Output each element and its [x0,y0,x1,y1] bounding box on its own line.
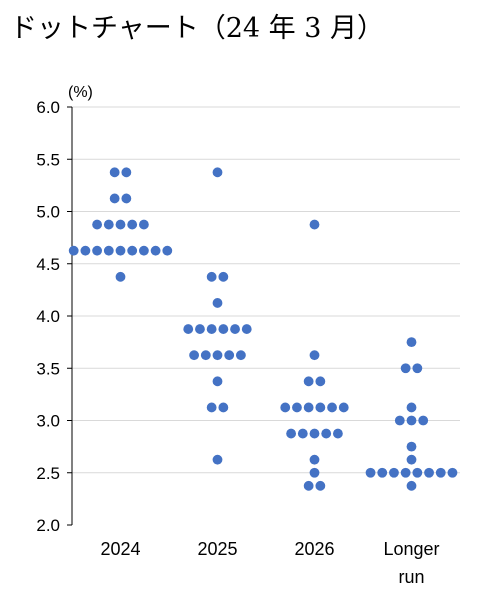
dot [195,324,205,334]
dot [400,363,411,374]
dot [115,271,126,282]
dot [230,324,240,334]
dot [127,219,138,230]
dot [212,376,223,387]
category-label: Longer [383,539,439,559]
dot [286,428,296,439]
dot [109,167,120,178]
category-label: 2024 [100,539,140,559]
dot [280,402,291,413]
dot [333,428,343,439]
dot [92,245,102,256]
dot [212,454,223,465]
dot [115,219,126,230]
dot [309,219,320,230]
dot [303,402,314,413]
dot [315,402,326,413]
category-label: run [398,567,424,587]
dot [406,454,417,465]
dot [236,350,246,361]
y-tick-label: 4.5 [36,255,60,274]
y-tick-label: 3.5 [36,359,60,378]
dot [109,193,120,204]
dot [406,415,417,426]
dot [103,219,114,230]
y-tick-label: 2.5 [36,464,60,483]
dot [309,428,320,439]
dot [121,167,132,178]
dot [206,324,217,334]
dot [338,402,349,413]
chart-title: ドットチャート（24 年 3 月） [10,13,385,44]
dot [309,350,320,361]
dot [447,467,458,478]
dot [206,271,217,282]
dot [435,467,446,478]
dot [121,193,132,204]
dot [218,324,229,334]
dot [412,467,423,478]
dot [315,376,326,387]
dot [218,402,229,413]
dot [406,441,417,452]
dot [189,350,200,361]
dot [315,480,326,491]
dot [212,350,223,361]
dot [127,245,138,256]
dot [206,402,217,413]
category-labels: 2024 2025 2026 Longer run [100,539,439,587]
dot [309,467,320,478]
dot [303,376,314,387]
dot [406,480,417,491]
dot [327,402,337,413]
dot [389,467,399,478]
dots-layer [68,167,458,491]
category-label: 2026 [294,539,334,559]
dot [297,428,308,439]
dot [183,324,194,334]
dot [200,350,211,361]
dot [400,467,411,478]
dot [241,324,252,334]
dot [150,245,161,256]
dot [139,219,149,230]
dot [162,245,173,256]
dot [365,467,376,478]
dot [406,402,417,413]
dot [218,271,229,282]
y-axis-unit-label: (%) [68,84,93,101]
dot [212,298,223,308]
y-tick-label: 2.0 [36,516,60,535]
dot [80,245,91,256]
dot [406,337,417,348]
dot [68,245,79,256]
dot [412,363,423,374]
dot [321,428,332,439]
dot [103,245,114,256]
y-tick-labels: 2.0 2.5 3.0 3.5 4.0 4.5 5.0 5.5 6.0 [36,98,60,535]
y-tick-label: 5.5 [36,150,60,169]
dot [394,415,405,426]
category-label: 2025 [197,539,237,559]
dot [303,480,314,491]
y-tick-label: 6.0 [36,98,60,117]
dot [212,167,223,178]
dot [418,415,429,426]
y-tick-label: 4.0 [36,307,60,326]
y-tick-label: 5.0 [36,203,60,222]
dot [115,245,126,256]
dot [92,219,102,230]
dot [377,467,388,478]
dot [224,350,235,361]
gridlines [67,106,460,526]
dot [292,402,302,413]
dot [424,467,434,478]
dot [309,454,320,465]
dot [139,245,149,256]
y-tick-label: 3.0 [36,412,60,431]
